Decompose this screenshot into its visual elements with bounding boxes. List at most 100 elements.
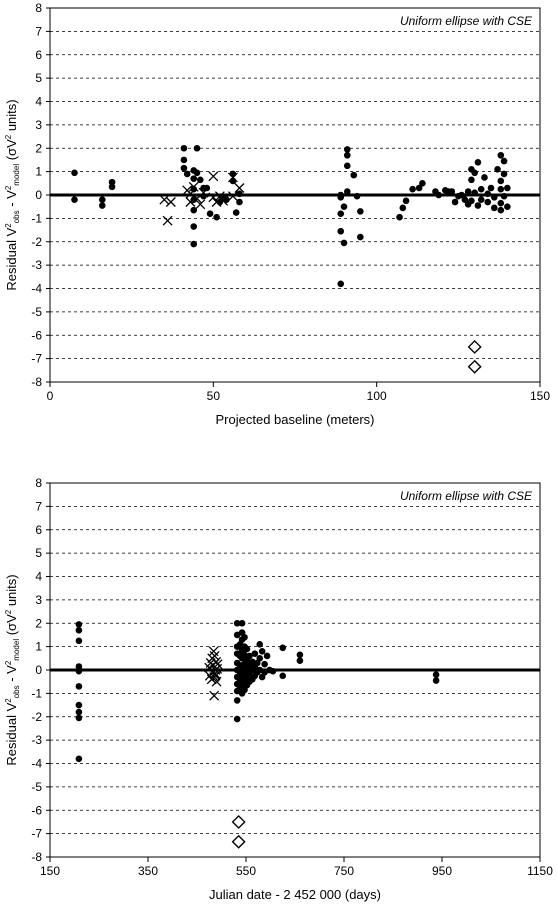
data-point-dot bbox=[75, 701, 83, 709]
y-axis-title-suffix: units) bbox=[4, 574, 19, 609]
y-axis-title-prefix: Residual V bbox=[4, 702, 19, 765]
data-point-cross bbox=[209, 690, 220, 701]
y-axis-title-prefix: Residual V bbox=[4, 227, 19, 290]
data-point-cross bbox=[162, 215, 173, 226]
y-axis-title-sup3: 2 bbox=[4, 609, 13, 614]
data-point-dot bbox=[296, 651, 304, 659]
y-axis-title-sup3: 2 bbox=[4, 134, 13, 139]
data-point-dot bbox=[193, 144, 201, 152]
data-point-dot bbox=[223, 196, 230, 203]
data-point-dot bbox=[256, 666, 264, 674]
data-point-dot bbox=[75, 683, 83, 690]
data-point-dot bbox=[75, 667, 83, 675]
data-point-dot bbox=[396, 213, 403, 221]
x-tick-label: 100 bbox=[367, 389, 387, 403]
y-tick-label: -5 bbox=[31, 780, 42, 794]
y-tick-label: -7 bbox=[31, 827, 42, 841]
data-point-dot bbox=[236, 198, 243, 206]
x-tick-label: 550 bbox=[236, 864, 256, 878]
x-tick-label: 1150 bbox=[527, 864, 553, 878]
data-point-dot bbox=[497, 177, 505, 185]
data-point-dot bbox=[238, 619, 246, 627]
data-point-dot bbox=[415, 184, 423, 192]
y-tick-label: -1 bbox=[31, 211, 42, 225]
x-axis-title: Julian date - 2 452 000 (days) bbox=[209, 887, 381, 902]
data-point-dot bbox=[468, 176, 475, 184]
data-point-dot bbox=[451, 198, 459, 206]
data-point-dot bbox=[484, 190, 492, 198]
y-axis-title-sup1: 2 bbox=[4, 698, 13, 703]
y-axis-title-sub1: obs bbox=[12, 685, 21, 698]
data-point-dot bbox=[343, 151, 351, 159]
y-tick-label: 8 bbox=[35, 476, 42, 490]
data-point-diamond bbox=[231, 834, 246, 849]
data-point-dot bbox=[233, 619, 241, 627]
data-point-dot bbox=[98, 202, 106, 209]
data-point-dot bbox=[263, 652, 271, 660]
y-tick-label: -8 bbox=[31, 375, 42, 389]
y-tick-label: -2 bbox=[31, 235, 42, 249]
y-tick-label: 5 bbox=[35, 546, 42, 560]
data-point-dot bbox=[477, 185, 485, 193]
data-point-dot bbox=[337, 194, 345, 201]
data-point-dot bbox=[497, 185, 505, 193]
data-point-dot bbox=[494, 165, 501, 173]
y-axis-title-sub2: model bbox=[12, 164, 21, 186]
data-point-cross bbox=[165, 197, 176, 207]
x-tick-label: 950 bbox=[432, 864, 452, 878]
data-point-diamond bbox=[467, 359, 482, 374]
data-point-cross bbox=[209, 651, 220, 661]
y-tick-label: -6 bbox=[31, 328, 42, 342]
data-point-dot bbox=[487, 184, 495, 192]
y-tick-label: 7 bbox=[35, 24, 42, 38]
data-point-dot bbox=[471, 169, 478, 177]
data-point-dot bbox=[233, 715, 241, 723]
data-point-dot bbox=[108, 178, 116, 186]
data-point-dot bbox=[256, 655, 264, 662]
data-point-cross bbox=[195, 199, 206, 210]
data-point-dot bbox=[340, 203, 348, 210]
y-tick-label: -7 bbox=[31, 352, 42, 366]
data-point-dot bbox=[71, 196, 78, 203]
data-point-dot bbox=[497, 206, 505, 214]
data-point-dot bbox=[246, 652, 253, 660]
data-point-dot bbox=[337, 280, 345, 288]
data-point-cross bbox=[234, 183, 245, 193]
data-point-dot bbox=[353, 192, 361, 200]
data-point-dot bbox=[477, 196, 485, 203]
data-point-dot bbox=[196, 176, 204, 184]
y-tick-label: -3 bbox=[31, 258, 42, 272]
data-point-cross bbox=[227, 172, 238, 183]
y-tick-label: 8 bbox=[35, 1, 42, 15]
y-tick-label: 6 bbox=[35, 523, 42, 537]
data-point-dot bbox=[256, 640, 264, 648]
data-point-dot bbox=[448, 188, 456, 195]
data-point-dot bbox=[337, 210, 345, 217]
data-point-dot bbox=[350, 171, 358, 179]
data-point-dot bbox=[402, 197, 410, 205]
data-point-dot bbox=[490, 194, 498, 201]
y-tick-label: 1 bbox=[35, 165, 42, 179]
y-axis-title-suffix: units) bbox=[4, 99, 19, 134]
y-tick-label: 5 bbox=[35, 71, 42, 85]
series-dot bbox=[75, 619, 440, 763]
data-point-dot bbox=[180, 156, 188, 164]
data-point-dot bbox=[471, 189, 478, 196]
y-tick-label: 4 bbox=[35, 95, 42, 109]
data-point-dot bbox=[432, 677, 440, 684]
data-point-dot bbox=[500, 192, 508, 200]
y-tick-label: 7 bbox=[35, 499, 42, 513]
data-point-cross bbox=[214, 191, 225, 202]
data-point-dot bbox=[279, 672, 287, 680]
y-tick-label: 4 bbox=[35, 570, 42, 584]
y-tick-label: -8 bbox=[31, 850, 42, 864]
data-point-dot bbox=[229, 170, 237, 178]
data-point-cross bbox=[208, 171, 219, 182]
data-point-dot bbox=[75, 755, 83, 763]
y-tick-label: 1 bbox=[35, 640, 42, 654]
data-point-dot bbox=[269, 667, 277, 675]
y-tick-label: -2 bbox=[31, 710, 42, 724]
data-point-dot bbox=[357, 208, 364, 215]
